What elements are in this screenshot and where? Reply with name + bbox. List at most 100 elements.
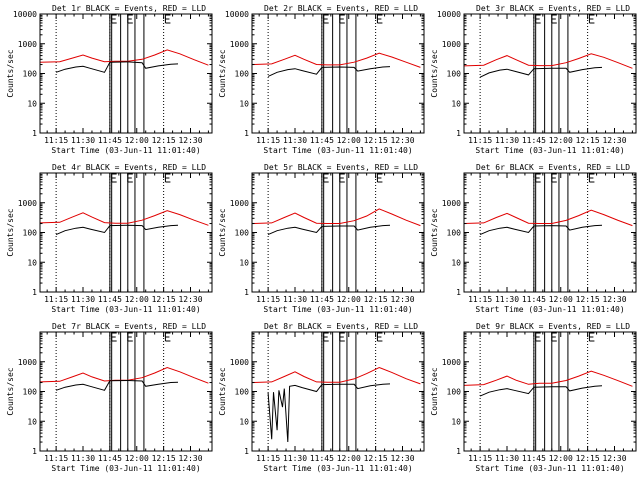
flag-marker: [376, 332, 383, 342]
x-tick-label: 11:30: [283, 295, 307, 304]
flag-marker: [588, 173, 595, 183]
flag-marker: [551, 332, 557, 342]
attenuator-interval: [558, 13, 569, 134]
y-tick-label: 10: [27, 417, 37, 426]
y-tick-label: 100: [23, 70, 38, 79]
attenuator-interval: [109, 331, 113, 452]
flag-marker: [339, 14, 345, 24]
y-tick-label: 100: [23, 388, 38, 397]
x-tick-label: 12:30: [602, 295, 626, 304]
panel-title: Det 6r BLACK = Events, RED = LLD: [476, 163, 630, 172]
y-tick-label: 1: [244, 288, 249, 297]
x-tick-label: 12:00: [549, 454, 573, 463]
x-tick-label: 12:30: [178, 454, 202, 463]
x-tick-label: 12:30: [390, 295, 414, 304]
flag-marker: [127, 332, 133, 342]
x-tick-label: 12:00: [337, 136, 361, 145]
x-tick-label: 12:00: [337, 454, 361, 463]
x-tick-label: 11:45: [522, 454, 546, 463]
attenuator-interval: [134, 331, 145, 452]
events-rate-line: [479, 66, 603, 78]
panel-title: Det 7r BLACK = Events, RED = LLD: [52, 322, 206, 331]
flag-marker: [127, 173, 133, 183]
x-tick-label: 12:00: [549, 136, 573, 145]
flag-marker: [323, 332, 329, 342]
x-axis-label: Start Time (03-Jun-11 11:01:40): [263, 464, 412, 473]
x-tick-label: 11:15: [44, 136, 68, 145]
x-tick-label: 11:15: [256, 454, 280, 463]
y-tick-label: 100: [447, 70, 462, 79]
attenuator-interval: [321, 331, 325, 452]
x-axis-label: Start Time (03-Jun-11 11:01:40): [263, 146, 412, 155]
x-tick-label: 11:45: [310, 454, 334, 463]
flag-marker: [339, 332, 345, 342]
x-tick-label: 12:00: [125, 454, 149, 463]
x-tick-label: 11:30: [283, 454, 307, 463]
x-tick-label: 12:00: [337, 295, 361, 304]
x-tick-label: 11:15: [468, 136, 492, 145]
attenuator-interval: [346, 13, 357, 134]
attenuator-interval: [544, 331, 553, 452]
detector-panel-2: Det 2r BLACK = Events, RED = LLD 1 10 100 10…: [218, 4, 425, 155]
attenuator-interval: [332, 172, 341, 293]
x-tick-label: 11:45: [310, 295, 334, 304]
lld-rate-line: [463, 209, 633, 227]
x-tick-label: 11:45: [98, 454, 122, 463]
x-tick-label: 11:45: [310, 136, 334, 145]
attenuator-interval: [533, 331, 537, 452]
y-tick-label: 1: [456, 129, 461, 138]
x-tick-label: 11:15: [44, 454, 68, 463]
attenuator-interval: [134, 13, 145, 134]
x-tick-label: 11:30: [495, 295, 519, 304]
flag-marker: [551, 173, 557, 183]
panel-title: Det 4r BLACK = Events, RED = LLD: [52, 163, 206, 172]
flag-marker: [164, 332, 171, 342]
x-tick-label: 12:30: [390, 454, 414, 463]
x-tick-label: 12:15: [152, 136, 176, 145]
detector-panel-7: Det 7r BLACK = Events, RED = LLD 1 10 100 10…: [6, 322, 213, 473]
x-tick-label: 11:45: [522, 295, 546, 304]
x-tick-label: 11:15: [468, 295, 492, 304]
y-tick-label: 1000: [442, 358, 461, 367]
x-tick-label: 11:30: [71, 136, 95, 145]
attenuator-interval: [544, 13, 553, 134]
y-tick-label: 10: [239, 417, 249, 426]
x-tick-label: 12:15: [576, 454, 600, 463]
y-tick-label: 10: [451, 258, 461, 267]
x-tick-label: 12:15: [152, 454, 176, 463]
x-tick-label: 12:30: [602, 454, 626, 463]
y-axis-label: Counts/sec: [218, 49, 227, 97]
attenuator-interval: [321, 13, 325, 134]
attenuator-interval: [346, 331, 357, 452]
attenuator-interval: [120, 172, 129, 293]
plot-frame: [463, 13, 637, 134]
flag-marker: [111, 173, 117, 183]
detector-panel-9: Det 9r BLACK = Events, RED = LLD 1 10 100 10…: [430, 322, 637, 473]
attenuator-interval: [346, 172, 357, 293]
y-tick-label: 1: [244, 129, 249, 138]
plot-frame: [463, 172, 637, 293]
plot-frame: [251, 331, 425, 452]
lld-rate-line: [251, 52, 421, 68]
x-tick-label: 12:30: [178, 295, 202, 304]
plot-frame: [251, 13, 425, 134]
y-axis-label: Counts/sec: [430, 367, 439, 415]
attenuator-interval: [332, 13, 341, 134]
flag-marker: [376, 14, 383, 24]
flag-marker: [535, 14, 541, 24]
y-axis-label: Counts/sec: [6, 208, 15, 256]
y-tick-label: 100: [235, 388, 250, 397]
x-axis-label: Start Time (03-Jun-11 11:01:40): [51, 146, 200, 155]
y-tick-label: 10: [451, 99, 461, 108]
flag-marker: [127, 14, 133, 24]
y-tick-label: 10: [27, 258, 37, 267]
y-tick-label: 10: [239, 99, 249, 108]
x-tick-label: 11:30: [71, 295, 95, 304]
flag-marker: [111, 14, 117, 24]
detector-panel-8: Det 8r BLACK = Events, RED = LLD 1 10 100 10…: [218, 322, 425, 473]
attenuator-interval: [120, 331, 129, 452]
y-axis-label: Counts/sec: [430, 49, 439, 97]
y-tick-label: 1000: [18, 358, 37, 367]
y-tick-label: 1: [244, 447, 249, 456]
